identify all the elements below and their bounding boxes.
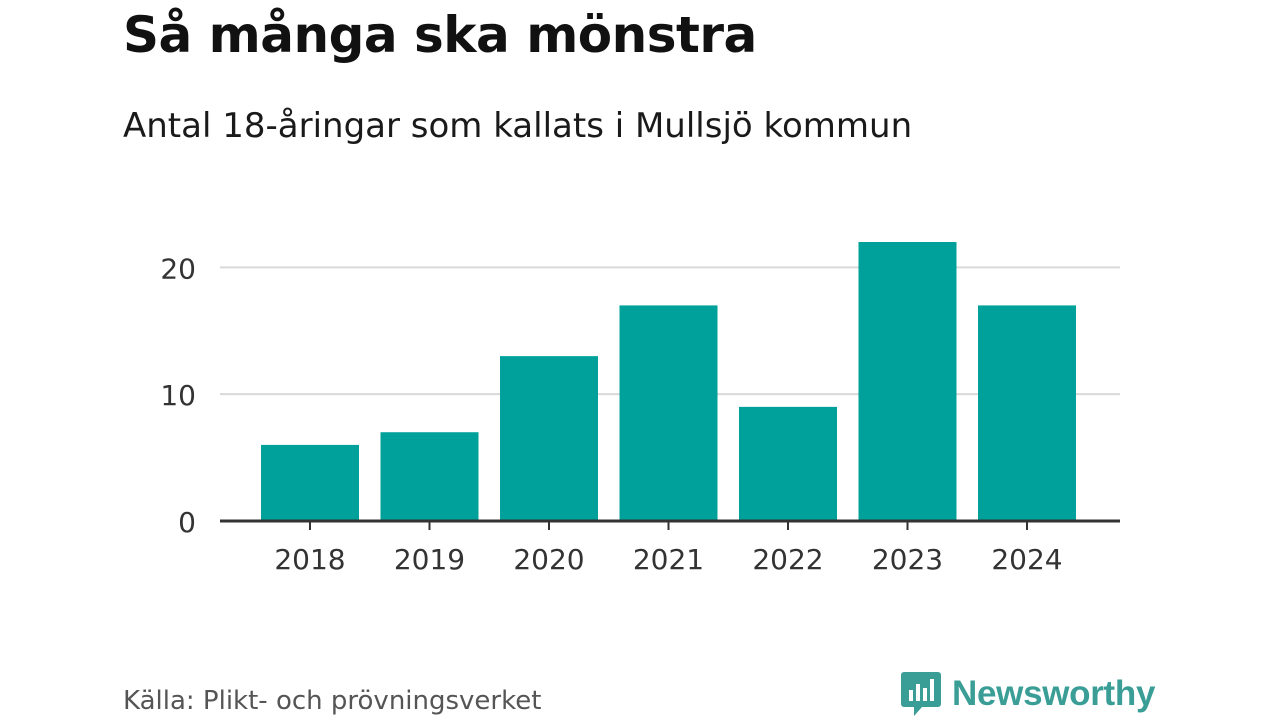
x-tick-label: 2019 xyxy=(394,543,465,576)
bar-2022 xyxy=(739,406,837,521)
x-tick-label: 2023 xyxy=(872,543,943,576)
y-tick-label: 0 xyxy=(178,506,196,539)
axes: 0 10 20 2018 2019 2020 2021 2022 2023 2024 xyxy=(160,252,1120,576)
bar-2024 xyxy=(978,305,1076,521)
bar-2019 xyxy=(380,432,479,521)
source-note: Källa: Plikt- och prövningsverket xyxy=(123,686,542,716)
x-tick-label: 2020 xyxy=(513,543,584,576)
chart-subtitle: Antal 18-åringar som kallats i Mullsjö k… xyxy=(123,106,913,146)
newsworthy-logo: Newsworthy xyxy=(900,670,1155,718)
x-tick-label: 2024 xyxy=(991,543,1062,576)
bar-chart: 0 10 20 2018 2019 2020 2021 2022 2023 2024 xyxy=(160,242,1120,576)
chart-title: Så många ska mönstra xyxy=(123,6,757,64)
brand-name: Newsworthy xyxy=(952,674,1156,713)
bar-2020 xyxy=(500,356,598,521)
bar-2023 xyxy=(858,242,957,521)
bar-chart-speech-bubble-icon xyxy=(901,672,941,716)
x-tick-label: 2018 xyxy=(274,543,345,576)
y-tick-label: 20 xyxy=(160,252,196,285)
bar-2021 xyxy=(619,305,718,521)
x-tick-label: 2021 xyxy=(633,543,704,576)
y-tick-label: 10 xyxy=(160,379,196,412)
x-tick-label: 2022 xyxy=(752,543,823,576)
bars xyxy=(261,242,1076,521)
bar-2018 xyxy=(261,444,359,521)
